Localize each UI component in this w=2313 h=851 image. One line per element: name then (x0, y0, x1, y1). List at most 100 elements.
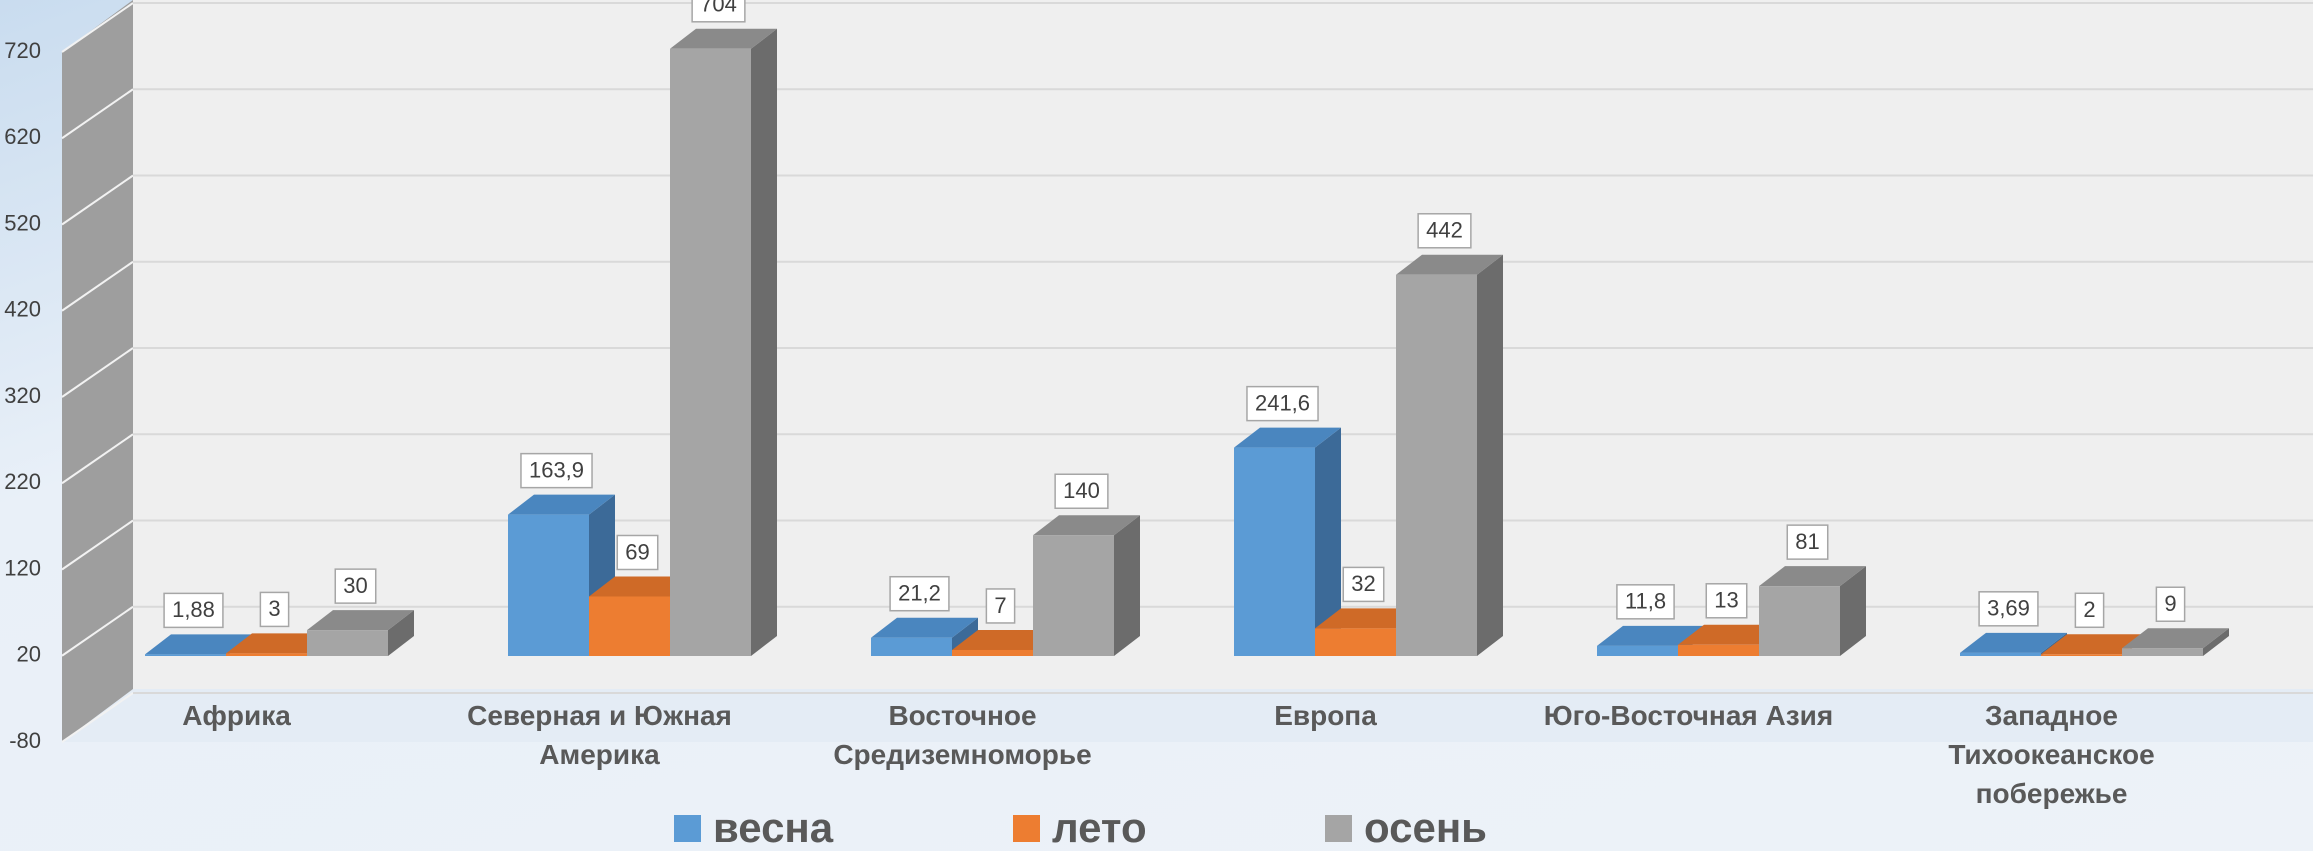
y-tick-label: 720 (4, 38, 41, 63)
bar (508, 514, 589, 656)
legend-label: лето (1052, 804, 1147, 851)
legend-label: весна (713, 804, 834, 851)
bar (589, 596, 670, 656)
grid-line (61, 519, 134, 571)
legend-item: весна (674, 804, 834, 851)
bar-top (1315, 608, 1422, 629)
value-label: 2 (2083, 597, 2095, 622)
bar-top (145, 634, 252, 655)
bar-top (2041, 634, 2148, 655)
bar (1759, 586, 1840, 656)
bar-side (1477, 254, 1503, 656)
value-label: 11,8 (1625, 589, 1666, 614)
grid-line (61, 88, 134, 140)
value-label: 241,6 (1255, 390, 1310, 415)
value-label: 1,88 (172, 597, 215, 622)
x-tick-label: Восточное Средиземноморье (833, 700, 1092, 770)
bar-top (1033, 515, 1140, 536)
grid-line (61, 347, 134, 398)
value-label: 32 (1351, 571, 1375, 596)
bar-side (1315, 427, 1341, 656)
value-label-box (520, 452, 593, 489)
bar-top (1678, 624, 1785, 645)
grid-line (61, 2, 134, 53)
bar-top (2122, 628, 2229, 649)
bar-top (1597, 625, 1704, 646)
y-tick-label: 520 (4, 210, 41, 235)
value-label-box (889, 575, 950, 612)
bar (145, 654, 226, 656)
y-tick-label: -80 (9, 728, 41, 753)
legend-item: осень (1325, 804, 1488, 851)
bar-side (1114, 515, 1140, 656)
value-label: 9 (2164, 591, 2176, 616)
legend-swatch (1013, 814, 1040, 842)
value-label: 163,9 (529, 457, 584, 482)
x-tick-label: Африка (182, 700, 291, 731)
value-label-box (1342, 566, 1385, 603)
value-label-box (1705, 583, 1748, 619)
bar-top (871, 617, 978, 638)
y-tick-label: 620 (4, 124, 41, 149)
bar-side (1840, 566, 1866, 656)
y-tick-label: 120 (4, 555, 41, 580)
bar-top (1759, 566, 1866, 587)
legend-swatch (1325, 814, 1352, 842)
grid-line (61, 260, 134, 312)
legend-swatch (674, 814, 701, 842)
value-label: 81 (1795, 529, 1819, 554)
bar-top (226, 633, 333, 654)
legend-label: осень (1364, 804, 1488, 851)
value-label: 21,2 (898, 581, 941, 606)
bar (1678, 644, 1759, 656)
value-label: 7 (994, 593, 1006, 618)
value-label: 13 (1714, 588, 1738, 613)
bar (1396, 274, 1477, 656)
value-label: 140 (1063, 478, 1100, 503)
y-tick-label: 320 (4, 383, 41, 408)
x-tick-label: Западное Тихоокеанское побережье (1948, 700, 2155, 809)
x-tick-label: Юго-Восточная Азия (1543, 700, 1834, 731)
grid-line (61, 433, 134, 485)
bar-top (1960, 632, 2067, 653)
value-label-box (334, 568, 377, 604)
bar (670, 48, 751, 657)
value-label-box (1054, 473, 1109, 509)
x-tick-label: Европа (1274, 700, 1377, 731)
back-wall (133, 0, 2313, 689)
value-label: 442 (1426, 218, 1463, 243)
bar-side (388, 610, 414, 656)
y-tick-label: 220 (4, 469, 41, 494)
bar (1234, 447, 1315, 656)
value-label: 30 (343, 573, 367, 598)
value-label-box (1417, 213, 1472, 249)
bar (952, 649, 1033, 656)
legend-item: лето (1013, 804, 1147, 851)
bar-top (508, 494, 615, 515)
grid-line (61, 174, 134, 226)
bar (307, 630, 388, 656)
value-label-box (691, 0, 746, 23)
bar (1033, 535, 1114, 656)
bar (2122, 648, 2203, 656)
bar (871, 637, 952, 656)
y-tick-label: 20 (17, 642, 41, 667)
bar-top (952, 629, 1059, 650)
bar (1315, 628, 1396, 656)
bar-top (670, 28, 777, 49)
bar (1960, 652, 2041, 656)
value-label-box (985, 588, 1016, 624)
bar (226, 653, 307, 656)
value-label-box (1246, 385, 1319, 422)
value-label: 69 (625, 539, 649, 564)
bar-top (589, 576, 696, 597)
x-tick-label: Северная и Южная Америка (467, 700, 732, 770)
value-label-box (163, 592, 224, 629)
value-label-box (2155, 586, 2186, 622)
grid-line (61, 605, 134, 657)
value-label-box (1616, 584, 1675, 620)
grid-line (61, 692, 134, 743)
y-tick-label: 420 (4, 297, 41, 322)
